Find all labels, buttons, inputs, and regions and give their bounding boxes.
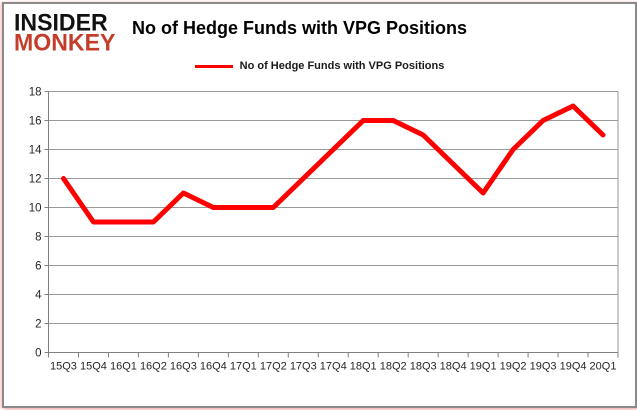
y-tick-label: 6 (35, 261, 41, 273)
x-tick-label: 18Q2 (380, 361, 407, 373)
x-tick-label: 19Q4 (560, 361, 587, 373)
y-tick-label: 2 (35, 319, 41, 331)
legend-line-swatch (194, 64, 233, 68)
logo-monkey-text: MONKEY (14, 28, 116, 56)
x-tick-label: 15Q4 (80, 361, 107, 373)
x-tick-label: 16Q1 (110, 361, 137, 373)
legend-label: No of Hedge Funds with VPG Positions (239, 60, 445, 72)
y-tick-label: 12 (29, 174, 42, 186)
y-tick-label: 10 (29, 203, 42, 215)
x-tick-label: 17Q3 (290, 361, 317, 373)
x-tick-label: 15Q3 (50, 361, 77, 373)
x-tick-label: 17Q4 (320, 361, 347, 373)
x-tick-label: 19Q3 (530, 361, 557, 373)
x-tick-label: 19Q2 (500, 361, 527, 373)
x-tick-label: 18Q1 (350, 361, 377, 373)
x-tick-label: 17Q2 (260, 361, 287, 373)
x-tick-label: 17Q1 (230, 361, 257, 373)
y-tick-label: 18 (29, 87, 42, 99)
series-line (60, 103, 606, 225)
x-tick-label: 18Q3 (410, 361, 437, 373)
y-tick-label: 16 (29, 116, 42, 128)
x-tick-label: 16Q3 (170, 361, 197, 373)
x-tick-label: 16Q4 (200, 361, 227, 373)
x-tick-label: 19Q1 (470, 361, 497, 373)
chart-legend: No of Hedge Funds with VPG Positions (4, 60, 635, 72)
y-tick-label: 4 (35, 290, 42, 302)
y-tick-label: 8 (35, 232, 41, 244)
brand-logo: INSIDER MONKEY (14, 10, 115, 54)
logo-insider-text: INSIDER (14, 8, 108, 36)
y-tick-label: 0 (35, 348, 41, 360)
x-tick-label: 18Q4 (440, 361, 467, 373)
chart-title: No of Hedge Funds with VPG Positions (132, 18, 468, 38)
y-tick-label: 14 (29, 145, 42, 157)
x-tick-label: 16Q2 (140, 361, 167, 373)
x-tick-label: 20Q1 (590, 361, 617, 373)
